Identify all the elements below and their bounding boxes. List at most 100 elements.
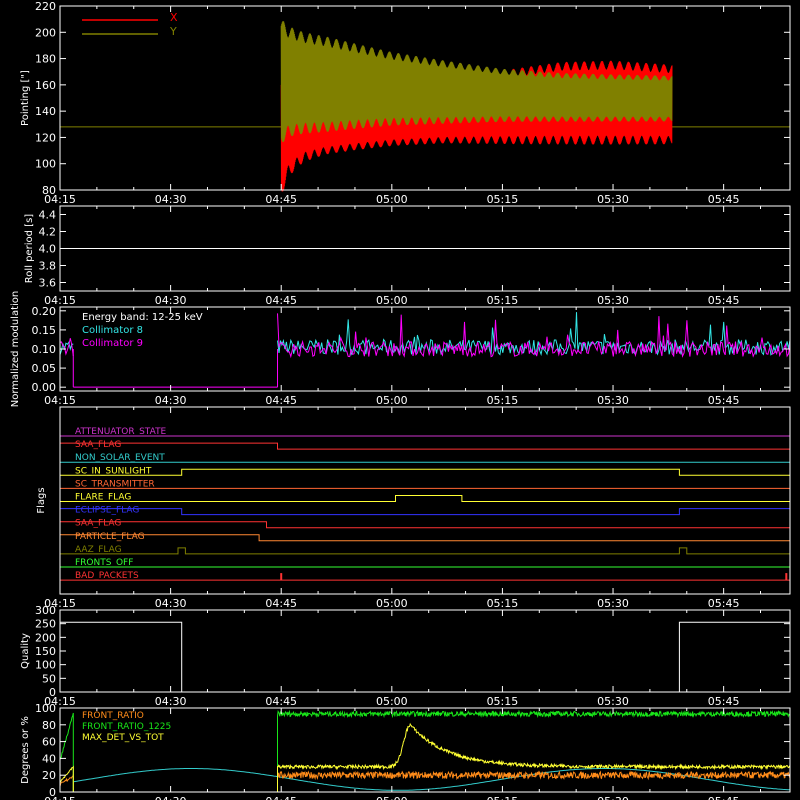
x-tick-label: 05:00	[376, 695, 408, 708]
legend-label-x: X	[170, 11, 178, 24]
flag-line	[60, 534, 790, 542]
flag-label: FLARE_FLAG	[75, 493, 131, 503]
x-tick-label: 04:45	[265, 394, 297, 407]
y-tick-label: 100	[35, 702, 56, 715]
y-axis-label: Normalized modulation	[10, 291, 21, 408]
y-tick-label: 4.2	[39, 226, 57, 239]
panel-frame	[59, 5, 791, 191]
y-tick-label: 0	[49, 786, 56, 799]
energy-band-annotation: Energy band: 12-25 keV	[82, 312, 203, 323]
x-tick-label: 04:15	[44, 294, 76, 307]
y-tick-label: 3.8	[39, 260, 57, 273]
y-tick-label: 20	[42, 769, 56, 782]
x-tick-label: 05:30	[597, 394, 629, 407]
x-tick-label: 05:45	[708, 597, 740, 610]
x-tick-label: 05:15	[487, 597, 519, 610]
flags-panel: ATTENUATOR_STATE SAA_FLAG NON_SOLAR_EVENT S…	[36, 406, 791, 610]
y-tick-label: 50	[42, 672, 56, 685]
flag-label: SC_TRANSMITTER	[75, 479, 155, 489]
y-tick-label: 160	[35, 79, 56, 92]
flag-line	[60, 521, 790, 529]
x-tick-label: 04:45	[265, 193, 297, 206]
pointing-panel: 04:15 04:30 04:45 05:00 05:15 05:30 05:45 80 100…	[20, 0, 791, 206]
x-tick-label: 04:15	[44, 795, 76, 800]
x-tick-label: 04:45	[265, 695, 297, 708]
x-tick-label: 04:45	[265, 294, 297, 307]
x-tick-label: 04:30	[155, 695, 187, 708]
flag-label: PARTICLE_FLAG	[75, 532, 145, 542]
y-tick-label: 150	[35, 645, 56, 658]
series-y-pointing	[280, 21, 673, 143]
x-tick-label: 04:30	[155, 597, 187, 610]
y-tick-label: 4.0	[39, 243, 57, 256]
x-tick-label: 04:30	[155, 795, 187, 800]
y-axis-label: Flags	[36, 487, 47, 513]
ratios-panel: 04:15 04:30 04:45 05:00 05:15 05:30 05:45 0 20 40…	[20, 702, 791, 800]
series-max-det-vs-tot	[59, 722, 791, 793]
x-tick-label: 05:00	[376, 795, 408, 800]
y-tick-label: 200	[35, 26, 56, 39]
roll-period-panel: 04:15 04:30 04:45 05:00 05:15 05:30 05:45 3.6 3.…	[24, 205, 791, 307]
legend-collimator-9: Collimator 9	[82, 338, 143, 349]
x-tick-label: 05:00	[376, 294, 408, 307]
x-tick-label: 05:30	[597, 597, 629, 610]
panel-frame	[59, 406, 791, 595]
x-tick-label: 05:15	[487, 193, 519, 206]
flag-line	[60, 495, 790, 502]
y-tick-label: 0	[49, 686, 56, 699]
y-tick-label: 250	[35, 618, 56, 631]
x-tick-label: 04:45	[265, 597, 297, 610]
flag-label: AAZ_FLAG	[75, 545, 122, 555]
y-tick-label: 0.15	[32, 324, 57, 337]
x-tick-label: 05:15	[487, 294, 519, 307]
y-tick-label: 80	[42, 184, 56, 197]
legend-collimator-8: Collimator 8	[82, 325, 143, 336]
y-axis-label: Quality	[20, 633, 31, 669]
x-tick-label: 04:15	[44, 394, 76, 407]
x-tick-label: 05:15	[487, 394, 519, 407]
y-tick-label: 100	[35, 659, 56, 672]
x-tick-label: 05:30	[597, 193, 629, 206]
flag-label: SAA_FLAG	[75, 440, 121, 450]
flag-label: BAD_PACKETS	[75, 571, 139, 581]
y-tick-label: 0.00	[32, 381, 57, 394]
y-tick-label: 220	[35, 0, 56, 13]
y-tick-label: 300	[35, 604, 56, 617]
y-tick-label: 180	[35, 53, 56, 66]
x-tick-label: 05:30	[597, 294, 629, 307]
x-tick-label: 05:30	[597, 795, 629, 800]
flag-label: SAA_FLAG	[75, 519, 121, 529]
flag-line	[60, 547, 790, 555]
legend-front-ratio: FRONT_RATIO	[82, 711, 144, 721]
y-tick-label: 140	[35, 105, 56, 118]
y-tick-label: 0.10	[32, 343, 57, 356]
y-tick-label: 3.6	[39, 277, 57, 290]
plot-panels: 04:15 04:30 04:45 05:00 05:15 05:30 05:45 80 100…	[10, 0, 791, 800]
y-axis-label: Degrees or %	[20, 716, 31, 784]
x-tick-label: 04:15	[44, 597, 76, 610]
x-tick-label: 05:00	[376, 597, 408, 610]
x-tick-label: 05:45	[708, 394, 740, 407]
y-axis-label: Pointing ["]	[20, 70, 31, 126]
y-tick-label: 0.05	[32, 362, 57, 375]
x-tick-label: 05:45	[708, 795, 740, 800]
y-axis-label: Roll period [s]	[24, 214, 35, 283]
x-tick-label: 04:45	[265, 795, 297, 800]
y-tick-label: 80	[42, 719, 56, 732]
x-tick-label: 05:45	[708, 193, 740, 206]
y-tick-label: 100	[35, 158, 56, 171]
flag-label: NON_SOLAR_EVENT	[75, 453, 165, 463]
flag-label: ECLIPSE_FLAG	[75, 506, 139, 516]
x-tick-label: 04:15	[44, 695, 76, 708]
y-tick-label: 60	[42, 736, 56, 749]
flag-label: FRONTS_OFF	[75, 558, 133, 568]
legend-max-det-vs-tot: MAX_DET_VS_TOT	[82, 733, 164, 743]
flag-label: SC_IN_SUNLIGHT	[75, 466, 152, 476]
y-tick-label: 4.4	[39, 209, 57, 222]
x-tick-label: 04:30	[155, 394, 187, 407]
y-tick-label: 120	[35, 131, 56, 144]
panel-frame	[59, 707, 791, 793]
legend-front-ratio-1225: FRONT_RATIO_1225	[82, 722, 171, 732]
modulation-panel: 04:15 04:30 04:45 05:00 05:15 05:30 05:450.000…	[10, 291, 791, 408]
